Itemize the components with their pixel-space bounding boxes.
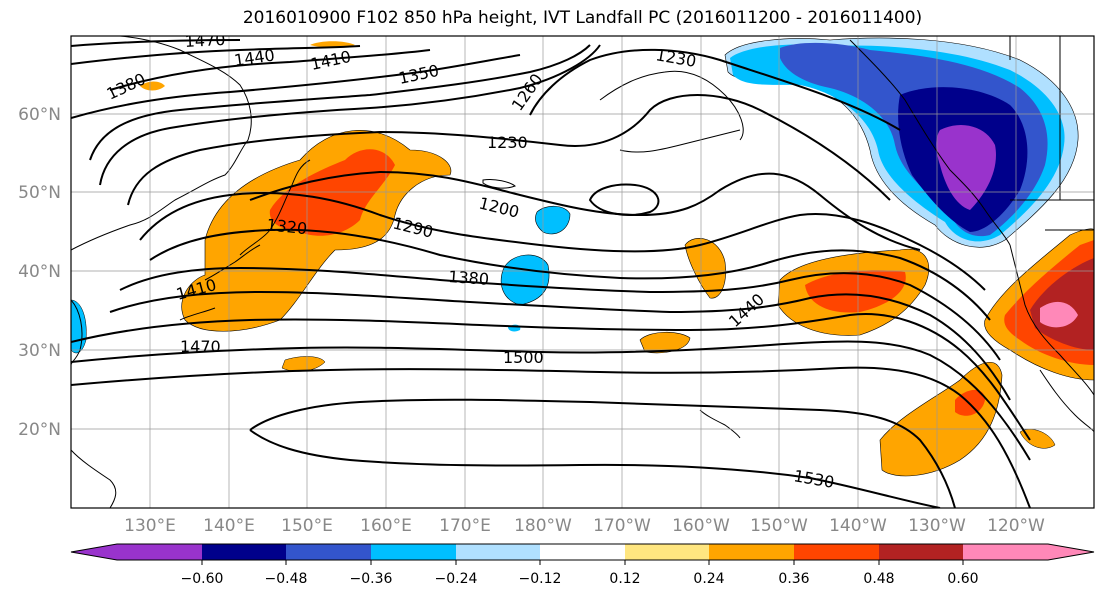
colorbar-cell bbox=[202, 544, 286, 560]
colorbar-cell bbox=[794, 544, 879, 560]
contour-label: 1470 bbox=[180, 337, 221, 356]
colorbar-tick-label: 0.36 bbox=[778, 571, 809, 587]
negative-anomaly-alaska-peak bbox=[936, 125, 996, 210]
positive-anomaly-central1 bbox=[684, 237, 726, 299]
colorbar: −0.60 −0.48 −0.36 −0.24 −0.12 0.12 0.24 … bbox=[70, 543, 1095, 587]
height-contours bbox=[71, 39, 1031, 508]
colorbar-cell bbox=[286, 544, 371, 560]
colorbar-cell bbox=[963, 544, 1048, 560]
colorbar-tick-label: 0.12 bbox=[609, 571, 640, 587]
positive-anomaly-plume2 bbox=[1019, 429, 1056, 449]
negative-anomaly-central2 bbox=[535, 205, 571, 235]
colorbar-tick-label: 0.24 bbox=[693, 571, 724, 587]
lat-label: 20°N bbox=[18, 420, 61, 440]
lon-label: 170°W bbox=[593, 516, 651, 536]
positive-anomaly-small3 bbox=[140, 81, 165, 91]
colorbar-tick-label: −0.24 bbox=[435, 571, 478, 587]
colorbar-cell bbox=[371, 544, 456, 560]
contour-label: 1320 bbox=[266, 215, 308, 238]
colorbar-cell bbox=[117, 544, 202, 560]
lat-label: 40°N bbox=[18, 262, 61, 282]
lon-label: 170°E bbox=[439, 516, 491, 536]
map-title: 2016010900 F102 850 hPa height, IVT Land… bbox=[242, 8, 923, 28]
lon-label: 150°W bbox=[750, 516, 808, 536]
colorbar-cell bbox=[1048, 544, 1094, 560]
colorbar-tick-label: −0.12 bbox=[519, 571, 562, 587]
lon-label: 180°W bbox=[514, 516, 572, 536]
colorbar-tick-label: −0.60 bbox=[181, 571, 224, 587]
contour-label: 1230 bbox=[487, 133, 528, 152]
colorbar-cell bbox=[456, 544, 540, 560]
positive-anomaly-central2 bbox=[639, 331, 691, 354]
lon-label: 160°W bbox=[672, 516, 730, 536]
longitude-labels: 130°E 140°E 150°E 160°E 170°E 180°W 170°… bbox=[124, 516, 1045, 536]
lon-label: 150°E bbox=[281, 516, 333, 536]
lat-label: 30°N bbox=[18, 341, 61, 361]
lon-label: 140°W bbox=[829, 516, 887, 536]
colorbar-cell bbox=[709, 544, 794, 560]
lat-label: 60°N bbox=[18, 105, 61, 125]
lat-label: 50°N bbox=[18, 183, 61, 203]
colorbar-cell bbox=[71, 544, 117, 560]
colorbar-cell bbox=[625, 544, 709, 560]
colorbar-tick-label: −0.36 bbox=[350, 571, 393, 587]
positive-anomaly-ne-core bbox=[805, 270, 906, 313]
map-panel: 1470 1440 1410 1350 1380 1260 1230 1230 … bbox=[71, 30, 1094, 508]
positive-anomaly-small2 bbox=[310, 41, 355, 48]
lon-label: 120°W bbox=[987, 516, 1045, 536]
lon-label: 130°W bbox=[908, 516, 966, 536]
colorbar-cell bbox=[879, 544, 963, 560]
lon-label: 140°E bbox=[203, 516, 255, 536]
colorbar-tick-label: 0.60 bbox=[947, 571, 978, 587]
colorbar-cell bbox=[540, 544, 625, 560]
colorbar-tick-label: −0.48 bbox=[265, 571, 308, 587]
contour-label: 1380 bbox=[448, 267, 490, 289]
colorbar-tick-label: 0.48 bbox=[863, 571, 894, 587]
contour-label: 1500 bbox=[503, 348, 544, 367]
colorbar-outline bbox=[70, 543, 1095, 561]
positive-anomaly-japan-core bbox=[269, 149, 395, 236]
contour-label: 1470 bbox=[184, 30, 226, 51]
latitude-labels: 60°N 50°N 40°N 30°N 20°N bbox=[18, 105, 61, 440]
lon-label: 160°E bbox=[360, 516, 412, 536]
map-frame bbox=[70, 35, 1095, 509]
lon-label: 130°E bbox=[124, 516, 176, 536]
positive-anomaly-westcoast-core3 bbox=[1040, 301, 1078, 328]
